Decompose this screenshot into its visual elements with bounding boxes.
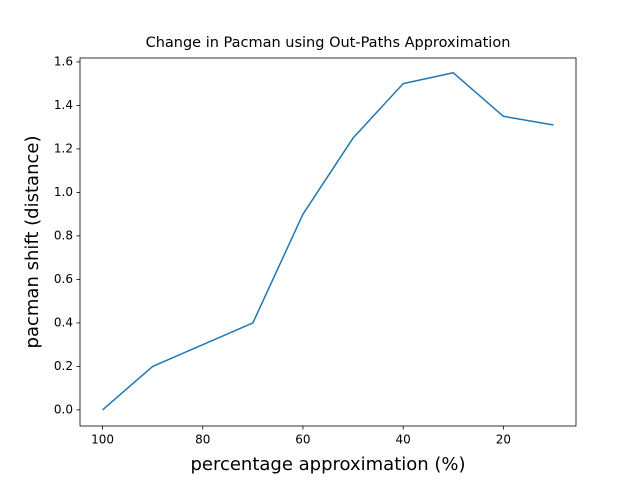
data-line [102,72,554,411]
x-axis-label: percentage approximation (%) [190,454,465,475]
y-tick-label: 0.0 [54,402,73,416]
y-tick-label: 0.4 [54,315,73,329]
y-tick-label: 1.2 [54,141,73,155]
x-tick-label: 60 [295,433,310,447]
chart-title: Change in Pacman using Out-Paths Approxi… [146,35,511,51]
x-tick-label: 100 [91,433,114,447]
x-tick-label: 80 [195,433,210,447]
x-tick-label: 20 [496,433,511,447]
y-tick-label: 1.0 [54,185,73,199]
y-tick-label: 0.6 [54,272,73,286]
y-tick-label: 0.2 [54,359,73,373]
plot-frame [79,57,577,427]
y-axis-label: pacman shift (distance) [22,136,43,349]
y-tick-label: 1.6 [54,54,73,68]
x-tick-label: 40 [396,433,411,447]
y-tick-label: 1.4 [54,98,73,112]
y-tick-label: 0.8 [54,228,73,242]
